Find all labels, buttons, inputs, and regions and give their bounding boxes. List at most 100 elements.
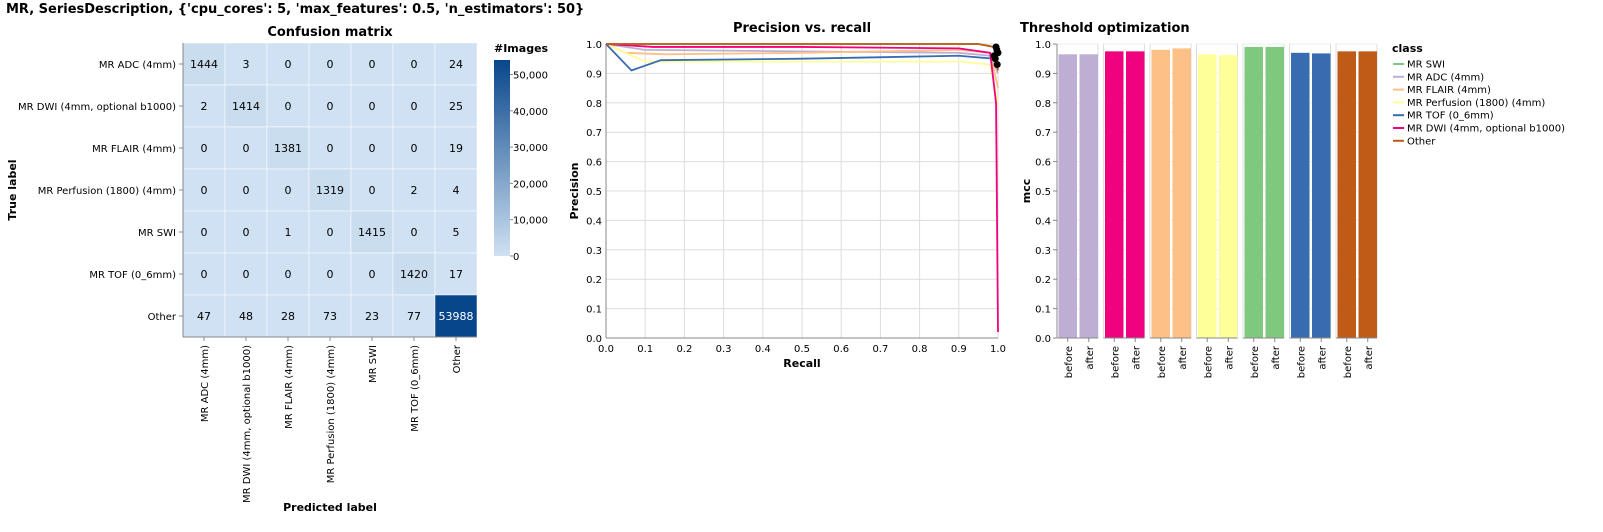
th-y-tick-label: 0.0	[1035, 334, 1051, 345]
pr-threshold-point	[993, 61, 1001, 69]
cm-cell	[182, 168, 226, 212]
cm-cell	[224, 294, 268, 338]
th-x-tick-label: after	[1085, 345, 1096, 370]
th-x-tick-label: after	[1178, 345, 1189, 370]
cm-cell	[434, 252, 478, 296]
cm-xlabel: Predicted label	[283, 501, 377, 514]
cm-cell-label: 25	[449, 100, 463, 113]
cm-cell	[392, 294, 436, 338]
cm-cell	[434, 294, 478, 338]
cm-cell-label: 0	[327, 100, 334, 113]
cm-cell-label: 2	[201, 100, 208, 113]
cm-cell	[308, 126, 352, 170]
cm-cell-label: 23	[365, 310, 379, 323]
th-y-tick-label: 0.2	[1035, 275, 1051, 286]
cm-cell-label: 0	[369, 58, 376, 71]
pr-threshold-point	[993, 46, 1001, 54]
cm-cell	[308, 168, 352, 212]
cm-cell-label: 0	[369, 100, 376, 113]
colorbar-tick-label: 20,000	[513, 179, 548, 190]
pr-y-tick-label: 0.1	[586, 305, 602, 316]
cm-cell	[434, 42, 478, 86]
cm-cell	[266, 168, 310, 212]
th-y-tick-label: 0.8	[1035, 99, 1051, 110]
cm-cell	[308, 84, 352, 128]
cm-col-label: MR ADC (4mm)	[200, 345, 211, 422]
th-bar	[1291, 52, 1310, 338]
colorbar-title: #Images	[494, 42, 549, 55]
cm-cell-label: 0	[369, 268, 376, 281]
pr-y-tick-label: 0.3	[586, 246, 602, 257]
pr-y-tick-label: 0.5	[586, 187, 602, 198]
th-x-tick-label: after	[1131, 345, 1142, 370]
cm-title: Confusion matrix	[267, 25, 393, 40]
cm-cell-label: 2	[411, 184, 418, 197]
cm-cell	[392, 42, 436, 86]
cm-cell-label: 0	[201, 184, 208, 197]
cm-row-label: MR TOF (0_6mm)	[89, 270, 176, 281]
cm-cell	[350, 42, 394, 86]
th-title: Threshold optimization	[1020, 21, 1190, 36]
pr-x-tick-label: 0.4	[755, 344, 771, 355]
th-y-tick-label: 1.0	[1035, 40, 1051, 51]
pr-x-tick-label: 1.0	[990, 344, 1006, 355]
cm-cell-label: 0	[201, 226, 208, 239]
th-x-tick-label: before	[1250, 346, 1261, 378]
th-x-tick-label: before	[1064, 346, 1075, 378]
th-y-tick-label: 0.4	[1035, 216, 1051, 227]
cm-cell-label: 1	[285, 226, 292, 239]
pr-y-tick-label: 0.2	[586, 275, 602, 286]
cm-row-label: MR ADC (4mm)	[99, 60, 176, 71]
cm-cell-label: 53988	[439, 310, 474, 323]
th-y-tick-label: 0.6	[1035, 158, 1051, 169]
cm-cell-label: 17	[449, 268, 463, 281]
cm-cell-label: 1319	[316, 184, 344, 197]
pr-y-tick-label: 1.0	[586, 40, 602, 51]
th-bar	[1358, 51, 1377, 338]
colorbar-tick-label: 50,000	[513, 71, 548, 82]
th-bar	[1105, 51, 1124, 338]
th-bar	[1244, 46, 1263, 338]
legend-title: class	[1392, 42, 1423, 55]
cm-cell	[308, 294, 352, 338]
cm-cell-label: 0	[369, 142, 376, 155]
pr-x-tick-label: 0.3	[716, 344, 732, 355]
pr-xlabel: Recall	[783, 357, 820, 370]
th-bar	[1079, 54, 1098, 338]
cm-cell-label: 1414	[232, 100, 260, 113]
cm-col-label: MR TOF (0_6mm)	[410, 345, 421, 432]
cm-cell-label: 1381	[274, 142, 302, 155]
th-y-tick-label: 0.1	[1035, 305, 1051, 316]
cm-cell-label: 0	[243, 226, 250, 239]
legend-label: Other	[1407, 136, 1436, 147]
colorbar-tick-label: 40,000	[513, 107, 548, 118]
pr-y-tick-label: 0.4	[586, 216, 602, 227]
cm-row-label: MR Perfusion (1800) (4mm)	[38, 186, 176, 197]
legend-label: MR DWI (4mm, optional b1000)	[1407, 124, 1565, 135]
th-y-tick-label: 0.9	[1035, 69, 1051, 80]
cm-cell-label: 0	[285, 268, 292, 281]
cm-cell-label: 48	[239, 310, 253, 323]
cm-cell-label: 0	[327, 142, 334, 155]
cm-cell	[350, 210, 394, 254]
pr-y-tick-label: 0.8	[586, 99, 602, 110]
cm-cell	[224, 84, 268, 128]
th-x-tick-label: after	[1271, 345, 1282, 370]
cm-cell	[266, 210, 310, 254]
th-x-tick-label: before	[1157, 346, 1168, 378]
pr-y-tick-label: 0.0	[586, 334, 602, 345]
cm-cell-label: 28	[281, 310, 295, 323]
th-ylabel: mcc	[1020, 179, 1033, 204]
th-y-tick-label: 0.3	[1035, 246, 1051, 257]
pr-x-tick-label: 0.9	[951, 344, 967, 355]
legend-label: MR ADC (4mm)	[1407, 72, 1484, 83]
cm-cell	[224, 252, 268, 296]
pr-x-tick-label: 0.7	[872, 344, 888, 355]
cm-cell	[350, 84, 394, 128]
pr-x-tick-label: 0.5	[794, 344, 810, 355]
th-x-tick-label: after	[1317, 345, 1328, 370]
legend-label: MR Perfusion (1800) (4mm)	[1407, 98, 1545, 109]
cm-cell	[266, 252, 310, 296]
cm-cell-label: 0	[411, 58, 418, 71]
cm-row-label: MR DWI (4mm, optional b1000)	[18, 102, 176, 113]
